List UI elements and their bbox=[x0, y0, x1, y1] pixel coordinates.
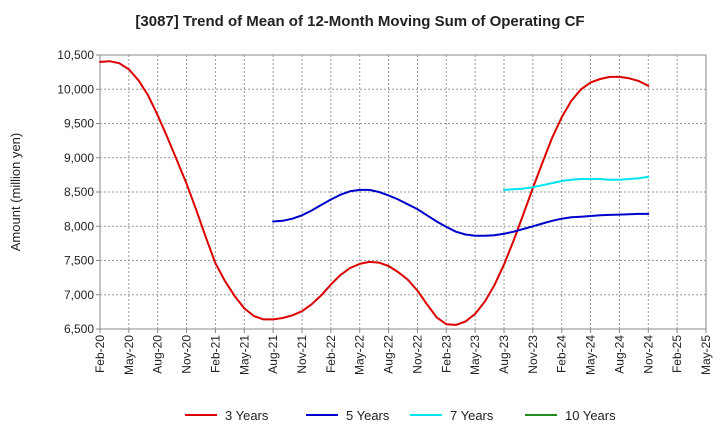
legend-label: 10 Years bbox=[565, 408, 616, 423]
x-tick-label: May-23 bbox=[468, 335, 482, 375]
x-tick-label: Nov-22 bbox=[410, 335, 424, 374]
chart-title: [3087] Trend of Mean of 12-Month Moving … bbox=[135, 13, 584, 30]
x-tick-label: Feb-21 bbox=[208, 335, 222, 373]
y-tick-label: 9,000 bbox=[64, 151, 94, 165]
y-tick-label: 10,000 bbox=[57, 82, 94, 96]
series-line-3-years bbox=[99, 60, 650, 326]
x-tick-label: Feb-24 bbox=[555, 335, 569, 373]
legend-label: 5 Years bbox=[346, 408, 390, 423]
x-tick-label: Feb-22 bbox=[324, 335, 338, 373]
y-tick-label: 7,500 bbox=[64, 254, 94, 268]
x-tick-label: May-22 bbox=[353, 335, 367, 375]
x-tick-label: May-24 bbox=[584, 335, 598, 375]
y-axis-ticks: 6,500 7,000 7,500 8,000 8,500 9,000 9,500 10,00… bbox=[57, 48, 100, 336]
x-tick-label: Feb-23 bbox=[439, 335, 453, 373]
x-tick-label: May-21 bbox=[237, 335, 251, 375]
y-tick-label: 10,500 bbox=[57, 48, 94, 62]
x-tick-label: Aug-22 bbox=[382, 335, 396, 374]
x-tick-label: Nov-20 bbox=[180, 335, 194, 374]
series-lines bbox=[99, 60, 650, 326]
x-axis-ticks: Feb-20 May-20 Aug-20 Nov-20 Feb-21 May-21 Aug-… bbox=[93, 329, 713, 375]
legend: 3 Years 5 Years 7 Years 10 Years bbox=[185, 408, 616, 423]
series-line-5-years bbox=[272, 188, 650, 237]
legend-label: 3 Years bbox=[225, 408, 269, 423]
x-tick-label: Aug-21 bbox=[266, 335, 280, 374]
plot-area bbox=[99, 54, 707, 330]
y-axis-label: Amount (million yen) bbox=[8, 133, 23, 252]
series-line-7-years bbox=[503, 175, 650, 191]
x-tick-label: Feb-25 bbox=[670, 335, 684, 373]
x-tick-label: Feb-20 bbox=[93, 335, 107, 373]
y-tick-label: 9,500 bbox=[64, 117, 94, 131]
x-tick-label: Aug-20 bbox=[151, 335, 165, 374]
x-tick-label: Nov-23 bbox=[526, 335, 540, 374]
x-tick-label: Nov-24 bbox=[641, 335, 655, 374]
y-tick-label: 8,000 bbox=[64, 219, 94, 233]
legend-label: 7 Years bbox=[450, 408, 494, 423]
x-tick-label: May-20 bbox=[122, 335, 136, 375]
x-tick-label: Aug-24 bbox=[612, 335, 626, 374]
x-tick-label: Aug-23 bbox=[497, 335, 511, 374]
x-tick-label: Nov-21 bbox=[295, 335, 309, 374]
y-tick-label: 8,500 bbox=[64, 185, 94, 199]
y-tick-label: 7,000 bbox=[64, 288, 94, 302]
y-tick-label: 6,500 bbox=[64, 322, 94, 336]
x-tick-label: May-25 bbox=[699, 335, 713, 375]
